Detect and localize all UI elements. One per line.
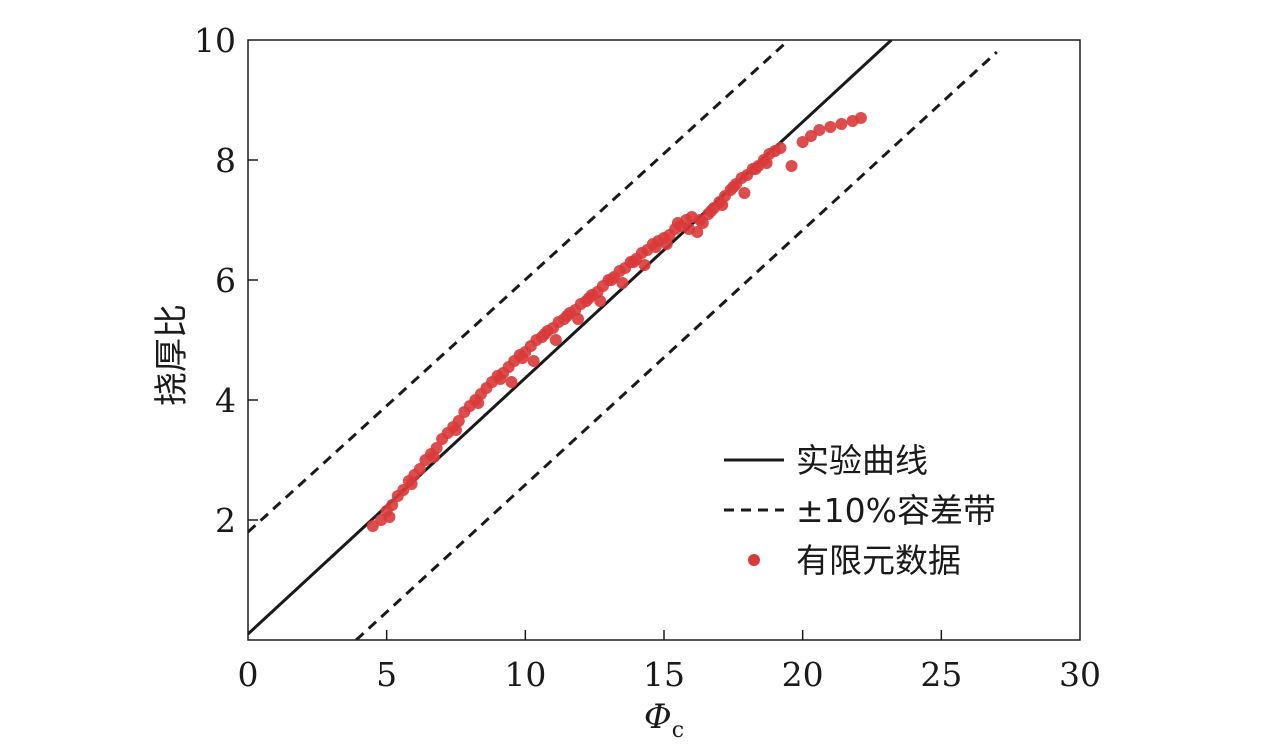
- fem-data-point: [594, 295, 607, 307]
- tolerance-band-line: [355, 50, 998, 640]
- x-tick-label: 15: [643, 655, 685, 694]
- fem-data-point: [774, 142, 787, 154]
- legend-point-swatch: [748, 554, 760, 566]
- fem-data-point: [638, 259, 651, 271]
- fem-data-point: [749, 163, 762, 175]
- legend-label-tolerance-band: ±10%容差带: [796, 491, 996, 530]
- fem-data-point: [671, 217, 684, 229]
- fem-data-point: [649, 241, 662, 253]
- fem-data-point: [813, 124, 826, 136]
- legend-label-fem-data: 有限元数据: [796, 541, 961, 580]
- x-tick-label: 25: [920, 655, 962, 694]
- fem-data-point: [450, 424, 462, 436]
- x-axis-title-main: Φ: [644, 697, 672, 737]
- fem-data-point: [738, 187, 751, 199]
- series-lines: [248, 40, 998, 640]
- fem-data-point: [516, 352, 529, 364]
- fem-data-point: [527, 355, 540, 367]
- fem-data-point: [694, 214, 707, 226]
- x-tick-label: 10: [504, 655, 546, 694]
- fem-data-point: [785, 160, 798, 172]
- fem-data-point: [824, 121, 837, 133]
- fem-data-point: [572, 313, 585, 325]
- series-points: [366, 112, 867, 532]
- fem-data-point: [472, 397, 485, 409]
- fem-data-point: [835, 118, 848, 130]
- fem-data-point: [397, 484, 410, 496]
- legend-label-experimental-curve: 实验曲线: [796, 441, 928, 480]
- fem-data-point: [627, 256, 640, 268]
- fem-data-point: [413, 463, 426, 475]
- x-tick-label: 5: [376, 655, 397, 694]
- fem-data-point: [660, 238, 673, 250]
- fem-data-point: [494, 373, 507, 385]
- fem-data-point: [727, 181, 740, 193]
- x-tick-label: 0: [238, 655, 259, 694]
- fem-data-point: [560, 310, 573, 322]
- x-axis-title-subscript: c: [672, 718, 684, 743]
- x-tick-label: 30: [1059, 655, 1101, 694]
- y-tick-label: 4: [215, 381, 236, 420]
- fem-data-point: [452, 415, 465, 427]
- fem-data-point: [760, 157, 773, 169]
- fem-data-point: [386, 499, 399, 511]
- fem-data-point: [804, 130, 817, 142]
- fem-data-point: [505, 376, 518, 388]
- y-tick-label: 8: [215, 141, 236, 180]
- x-tick-label: 20: [782, 655, 824, 694]
- tolerance-band-line: [248, 40, 790, 534]
- fem-data-point: [854, 112, 867, 124]
- y-tick-label: 6: [215, 261, 236, 300]
- y-axis: 2 4 6 8 10: [194, 21, 258, 540]
- fem-data-point: [705, 205, 718, 217]
- fem-data-point: [796, 136, 809, 148]
- y-axis-title: 挠厚比: [152, 304, 192, 406]
- fem-data-point: [405, 478, 418, 490]
- fem-data-point: [605, 274, 618, 286]
- x-axis: 0 5 10 15 20 25 30: [238, 630, 1101, 694]
- fem-data-point: [583, 292, 596, 304]
- fem-data-point: [538, 328, 551, 340]
- y-tick-label: 2: [215, 501, 236, 540]
- experimental-curve-line: [248, 40, 893, 636]
- fem-data-point: [716, 199, 729, 211]
- legend: 实验曲线 ±10%容差带 有限元数据: [724, 441, 996, 580]
- fem-data-point: [383, 511, 396, 523]
- fem-data-point: [549, 334, 562, 346]
- fem-data-point: [366, 520, 379, 532]
- x-axis-title: Φc: [644, 697, 684, 743]
- fem-data-point: [682, 223, 695, 235]
- fem-data-point: [616, 277, 629, 289]
- y-tick-label: 10: [194, 21, 236, 60]
- fem-data-point: [427, 451, 440, 463]
- fem-data-point: [430, 442, 443, 454]
